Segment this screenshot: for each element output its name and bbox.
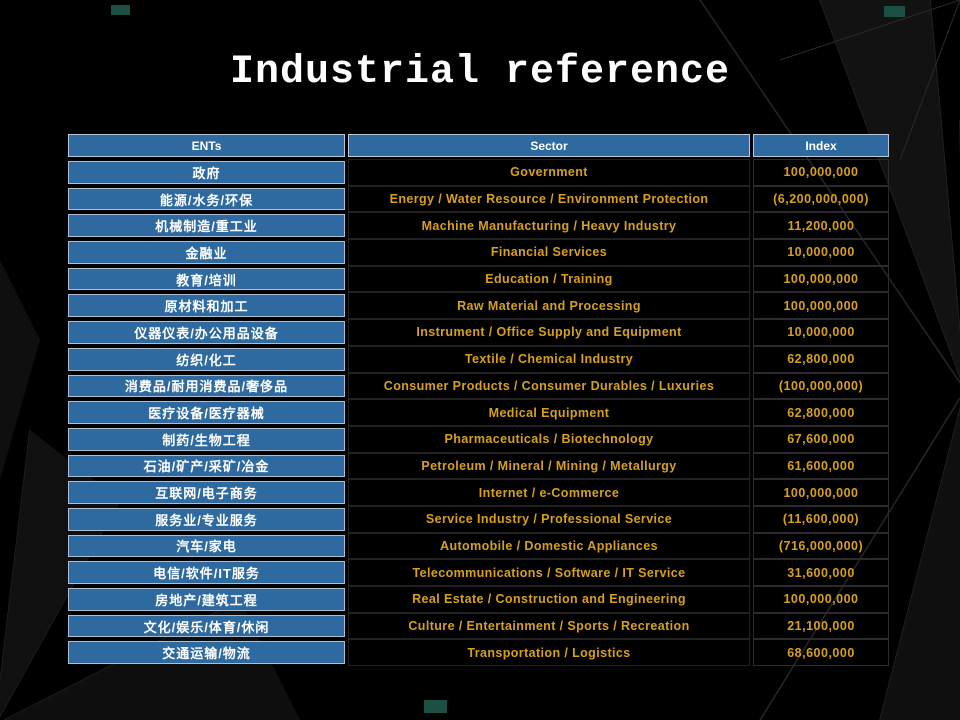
cell-sector: Culture / Entertainment / Sports / Recre…: [348, 612, 750, 640]
cell-sector: Real Estate / Construction and Engineeri…: [348, 586, 750, 613]
cell-index: 68,600,000: [753, 639, 889, 667]
cell-index: 62,800,000: [753, 399, 889, 426]
cell-index: 100,000,000: [753, 159, 889, 186]
cell-sector: Government: [348, 159, 750, 186]
table-row: 金融业 Financial Services 10,000,000: [68, 239, 889, 266]
cell-sector: Financial Services: [348, 239, 750, 266]
cell-index: (716,000,000): [753, 532, 889, 560]
cell-index: 100,000,000: [753, 265, 889, 293]
cell-sector: Service Industry / Professional Service: [348, 505, 750, 533]
cell-industry-cn: 纺织/化工: [68, 347, 345, 371]
table-row: 互联网/电子商务 Internet / e-Commerce 100,000,0…: [68, 479, 889, 506]
table-row: 交通运输/物流 Transportation / Logistics 68,60…: [68, 639, 889, 667]
cell-industry-cn: 服务业/专业服务: [68, 507, 345, 531]
cell-sector: Textile / Chemical Industry: [348, 345, 750, 373]
column-header-sector: Sector: [348, 134, 750, 157]
cell-sector: Machine Manufacturing / Heavy Industry: [348, 212, 750, 240]
cell-industry-cn: 房地产/建筑工程: [68, 588, 345, 611]
cell-industry-cn: 交通运输/物流: [68, 641, 345, 665]
table-body: 政府 Government 100,000,000 能源/水务/环保 Energ…: [68, 159, 889, 667]
cell-industry-cn: 电信/软件/IT服务: [68, 561, 345, 584]
cell-index: 31,600,000: [753, 559, 889, 586]
cell-industry-cn: 仪器仪表/办公用品设备: [68, 321, 345, 344]
cell-index: 100,000,000: [753, 479, 889, 506]
cell-sector: Medical Equipment: [348, 399, 750, 426]
cell-industry-cn: 能源/水务/环保: [68, 187, 345, 211]
cell-industry-cn: 教育/培训: [68, 267, 345, 291]
table-row: 能源/水务/环保 Energy / Water Resource / Envir…: [68, 185, 889, 213]
cell-sector: Transportation / Logistics: [348, 639, 750, 667]
cell-index: (100,000,000): [753, 372, 889, 400]
table-row: 教育/培训 Education / Training 100,000,000: [68, 265, 889, 293]
table-row: 医疗设备/医疗器械 Medical Equipment 62,800,000: [68, 399, 889, 426]
table-header-row: ENTs Sector Index: [68, 134, 889, 157]
cell-sector: Pharmaceuticals / Biotechnology: [348, 425, 750, 453]
cell-index: 61,600,000: [753, 452, 889, 480]
cell-index: 10,000,000: [753, 239, 889, 266]
cell-index: 100,000,000: [753, 292, 889, 320]
cell-index: 62,800,000: [753, 345, 889, 373]
cell-index: 11,200,000: [753, 212, 889, 240]
cell-sector: Petroleum / Mineral / Mining / Metallurg…: [348, 452, 750, 480]
cell-industry-cn: 制药/生物工程: [68, 427, 345, 451]
table-row: 服务业/专业服务 Service Industry / Professional…: [68, 505, 889, 533]
cell-sector: Internet / e-Commerce: [348, 479, 750, 506]
column-header-ents: ENTs: [68, 134, 345, 157]
cell-sector: Raw Material and Processing: [348, 292, 750, 320]
table-row: 石油/矿产/采矿/冶金 Petroleum / Mineral / Mining…: [68, 452, 889, 480]
cell-sector: Automobile / Domestic Appliances: [348, 532, 750, 560]
decorative-glitch-block: [424, 700, 447, 713]
table-row: 仪器仪表/办公用品设备 Instrument / Office Supply a…: [68, 319, 889, 346]
table-row: 纺织/化工 Textile / Chemical Industry 62,800…: [68, 345, 889, 373]
table-row: 消费品/耐用消费品/奢侈品 Consumer Products / Consum…: [68, 372, 889, 400]
table-row: 制药/生物工程 Pharmaceuticals / Biotechnology …: [68, 425, 889, 453]
decorative-glitch-block: [884, 6, 905, 17]
cell-index: 21,100,000: [753, 612, 889, 640]
cell-index: (6,200,000,000): [753, 185, 889, 213]
cell-sector: Energy / Water Resource / Environment Pr…: [348, 185, 750, 213]
cell-index: 67,600,000: [753, 425, 889, 453]
cell-index: (11,600,000): [753, 505, 889, 533]
column-header-index: Index: [753, 134, 889, 157]
table-row: 原材料和加工 Raw Material and Processing 100,0…: [68, 292, 889, 320]
cell-industry-cn: 金融业: [68, 241, 345, 264]
table-row: 房地产/建筑工程 Real Estate / Construction and …: [68, 586, 889, 613]
cell-index: 10,000,000: [753, 319, 889, 346]
cell-industry-cn: 医疗设备/医疗器械: [68, 401, 345, 424]
cell-industry-cn: 原材料和加工: [68, 294, 345, 318]
cell-industry-cn: 消费品/耐用消费品/奢侈品: [68, 374, 345, 398]
cell-sector: Consumer Products / Consumer Durables / …: [348, 372, 750, 400]
page-title: Industrial reference: [229, 50, 731, 95]
cell-industry-cn: 机械制造/重工业: [68, 214, 345, 238]
cell-industry-cn: 政府: [68, 161, 345, 184]
cell-index: 100,000,000: [753, 586, 889, 613]
industry-reference-table: ENTs Sector Index 政府 Government 100,000,…: [68, 134, 889, 667]
table-row: 汽车/家电 Automobile / Domestic Appliances (…: [68, 532, 889, 560]
cell-sector: Telecommunications / Software / IT Servi…: [348, 559, 750, 586]
table-row: 文化/娱乐/体育/休闲 Culture / Entertainment / Sp…: [68, 612, 889, 640]
cell-sector: Education / Training: [348, 265, 750, 293]
table-row: 政府 Government 100,000,000: [68, 159, 889, 186]
decorative-glitch-block: [111, 5, 130, 15]
cell-industry-cn: 石油/矿产/采矿/冶金: [68, 454, 345, 478]
table-row: 机械制造/重工业 Machine Manufacturing / Heavy I…: [68, 212, 889, 240]
cell-industry-cn: 互联网/电子商务: [68, 481, 345, 504]
cell-industry-cn: 汽车/家电: [68, 534, 345, 558]
table-row: 电信/软件/IT服务 Telecommunications / Software…: [68, 559, 889, 586]
cell-sector: Instrument / Office Supply and Equipment: [348, 319, 750, 346]
cell-industry-cn: 文化/娱乐/体育/休闲: [68, 614, 345, 638]
